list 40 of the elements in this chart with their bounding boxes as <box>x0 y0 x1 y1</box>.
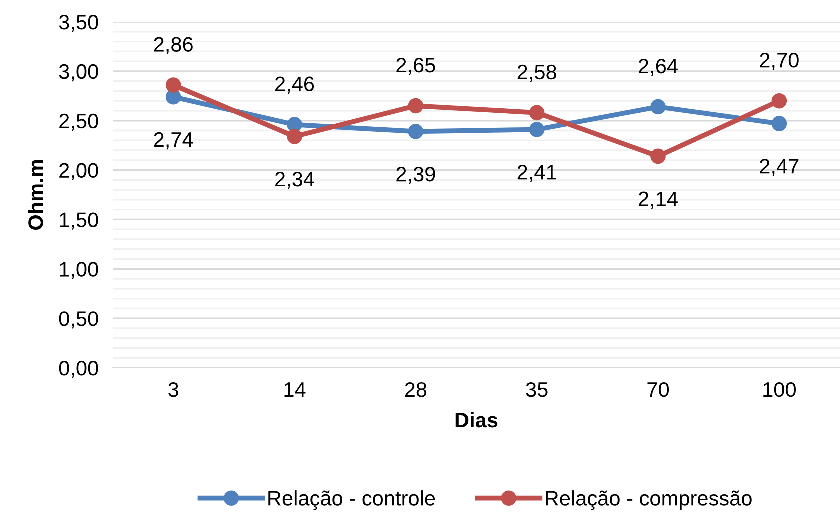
y-tick-label: 1,00 <box>60 262 98 280</box>
point <box>166 78 182 93</box>
data-label: 2,58 <box>518 64 556 82</box>
data-label: 2,74 <box>154 132 194 150</box>
data-label: 2,70 <box>760 53 799 70</box>
point <box>772 93 788 109</box>
point <box>408 98 424 114</box>
y-axis-title: Ohm.m <box>28 160 44 230</box>
x-tick-label: 3 <box>168 382 178 398</box>
x-tick-label: 35 <box>526 382 548 398</box>
point <box>529 105 545 121</box>
x-tick-label: 70 <box>648 382 670 398</box>
data-label: 2,47 <box>760 159 799 176</box>
data-label: 2,14 <box>639 192 678 209</box>
data-label: 2,86 <box>154 37 193 54</box>
y-tick-label: 0,00 <box>59 361 98 378</box>
legend-label: Relação - compressão <box>546 490 752 510</box>
point <box>287 129 302 144</box>
data-label: 2,34 <box>276 172 314 190</box>
data-label: 2,65 <box>396 58 436 76</box>
data-label: 2,41 <box>518 165 556 182</box>
y-tick-label: 1,50 <box>60 212 98 230</box>
x-tick-label: 14 <box>284 382 306 397</box>
data-label: 2,39 <box>396 167 436 184</box>
y-tick-label: 3,00 <box>59 64 98 82</box>
data-label: 2,64 <box>639 58 678 76</box>
point <box>529 122 545 138</box>
point <box>772 116 788 132</box>
x-tick-label: 100 <box>764 382 796 398</box>
point <box>650 99 666 115</box>
legend-label: Relação - controle <box>268 490 436 510</box>
y-tick-label: 2,00 <box>60 163 98 180</box>
x-tick-label: 28 <box>405 382 427 398</box>
data-label: 2,46 <box>276 76 314 94</box>
y-tick-label: 3,50 <box>59 15 98 32</box>
point <box>408 124 424 140</box>
y-tick-label: 0,50 <box>59 312 98 329</box>
y-tick-label: 2,50 <box>60 114 98 132</box>
point <box>650 148 666 164</box>
x-axis-title: Dias <box>456 412 498 428</box>
